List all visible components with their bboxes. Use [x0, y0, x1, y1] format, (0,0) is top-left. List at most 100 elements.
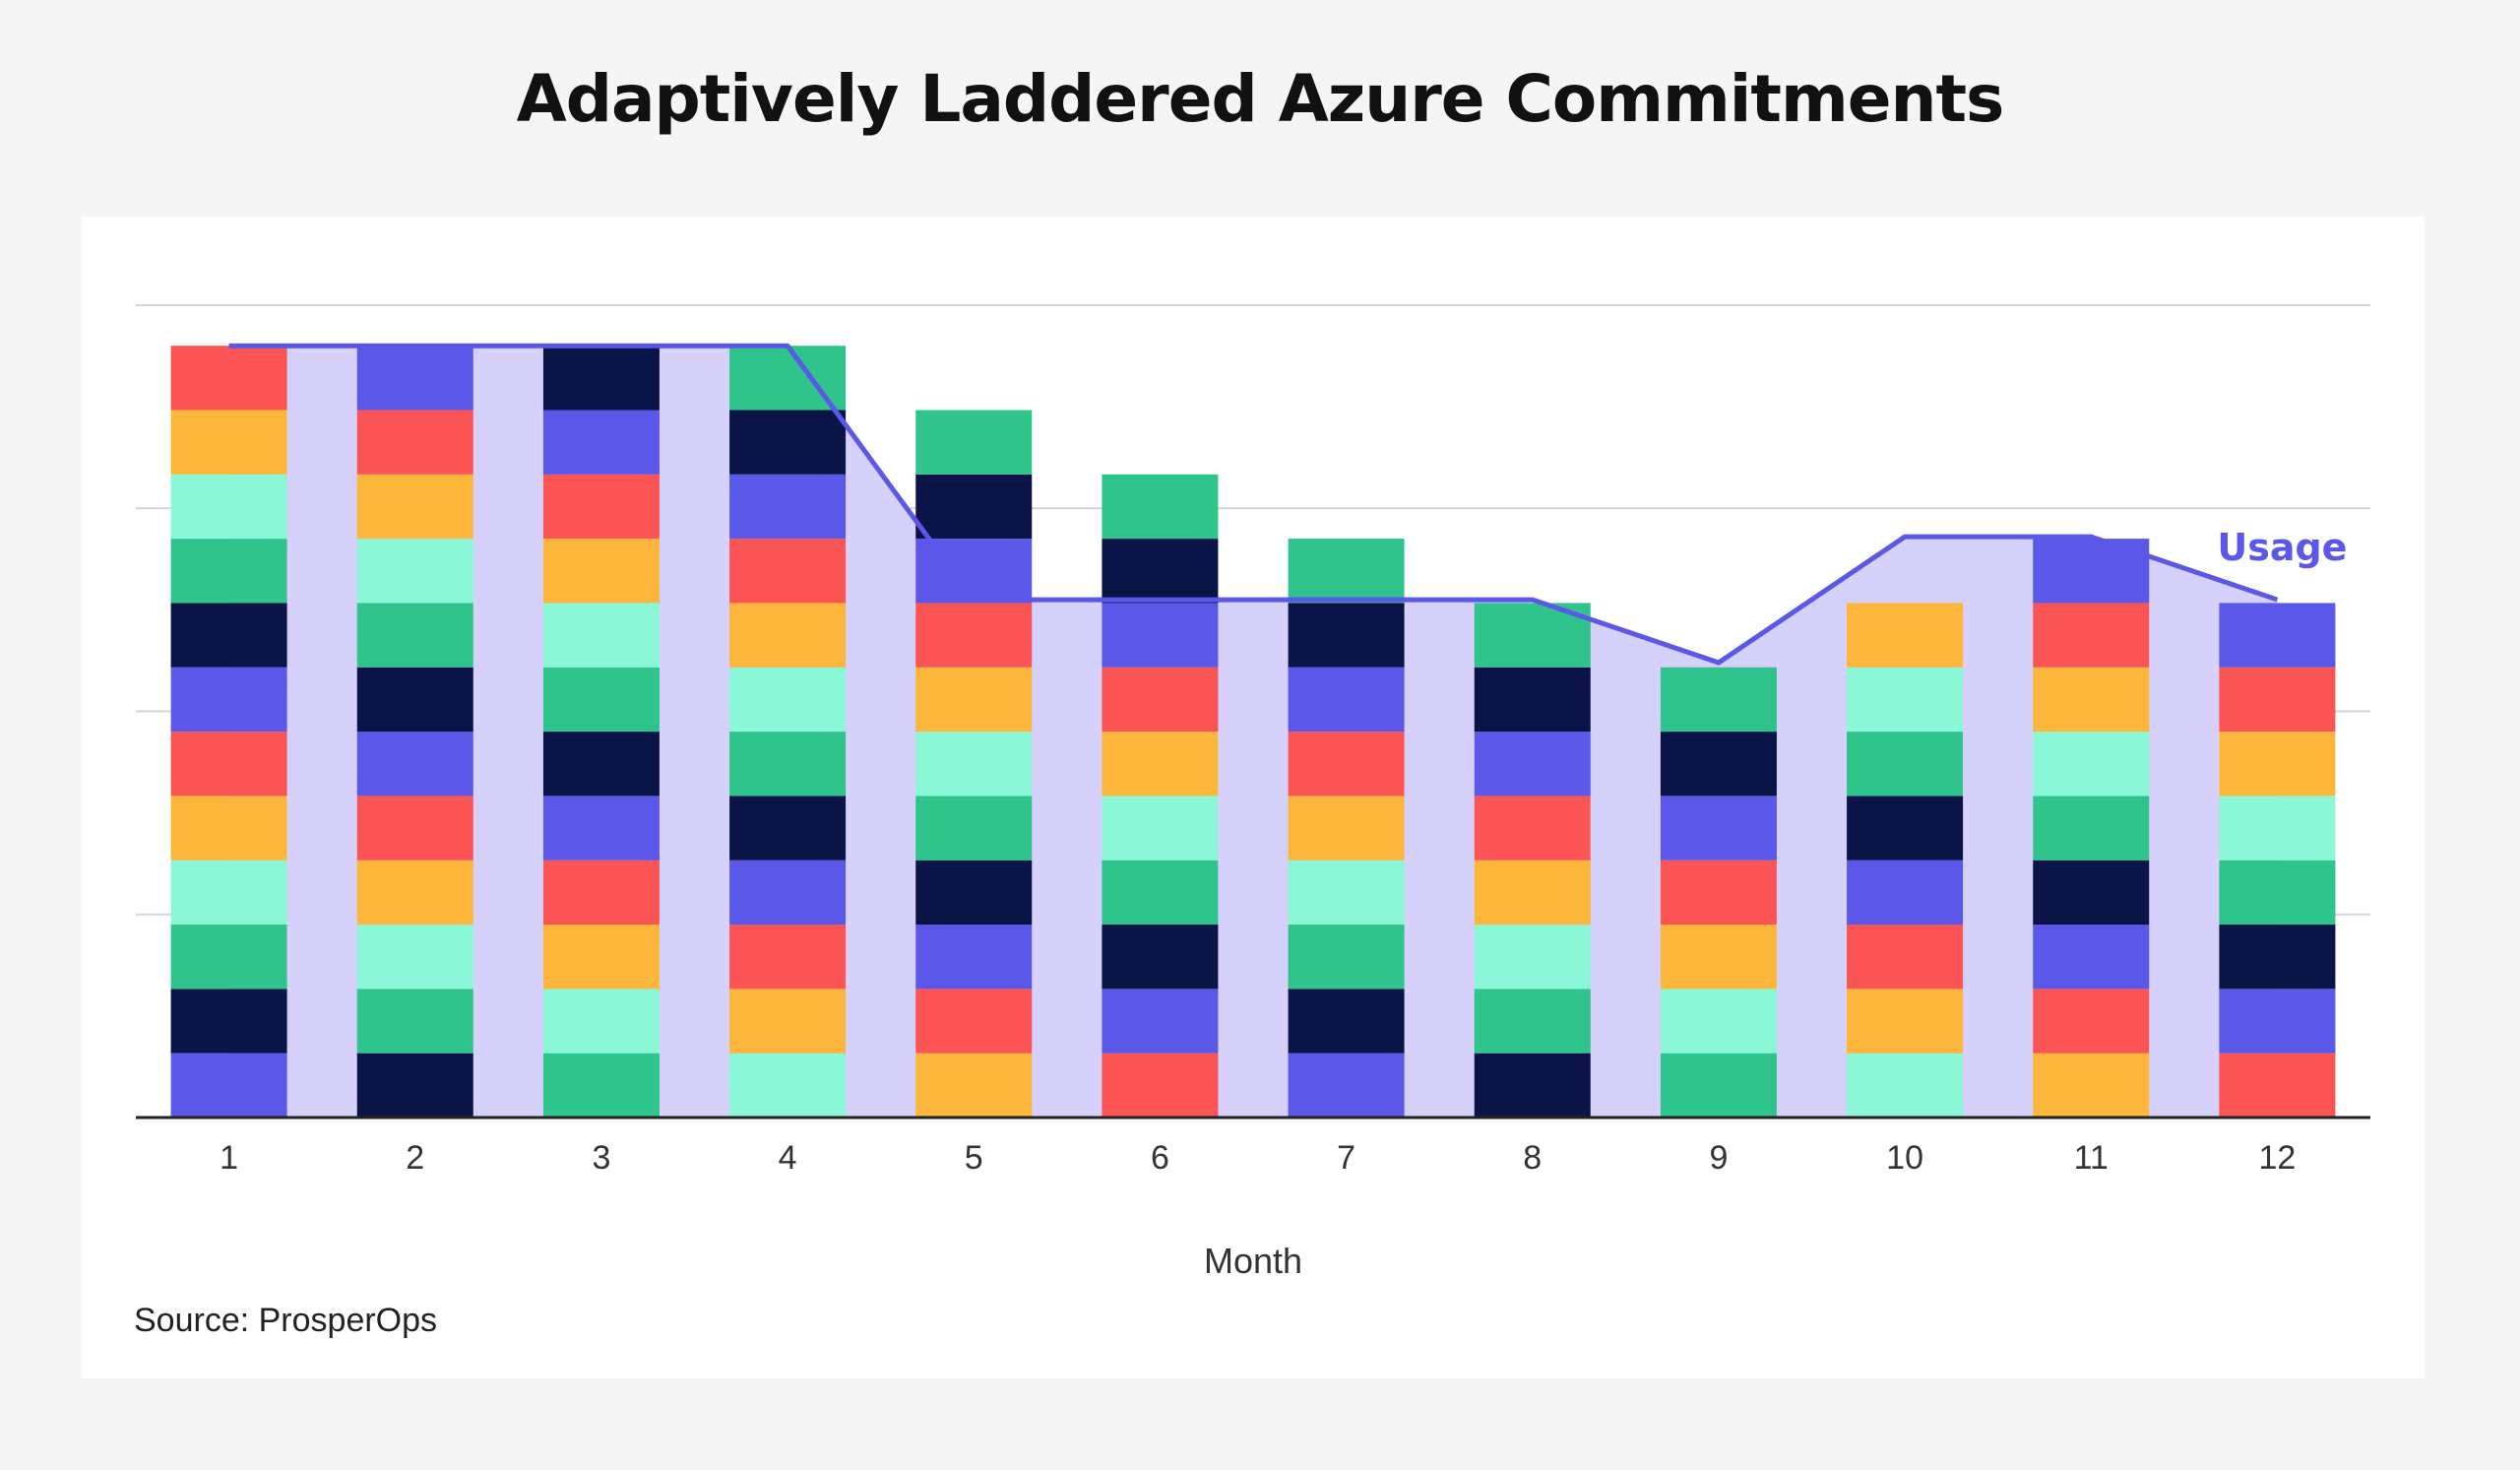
bar-segment: [170, 796, 287, 861]
bar-segment: [356, 1053, 473, 1118]
bar-segment: [2219, 796, 2336, 861]
x-tick-label: 5: [965, 1139, 983, 1177]
bar-segment: [915, 989, 1033, 1054]
x-tick-label: 11: [2074, 1139, 2109, 1177]
bar-segment: [729, 989, 847, 1054]
bar-segment: [356, 796, 473, 861]
bar-segment: [542, 925, 660, 990]
bar-segment: [1288, 732, 1405, 797]
bar-segment: [1102, 1053, 1219, 1118]
source-note: Source: ProsperOps: [134, 1302, 438, 1339]
bar-segment: [915, 732, 1033, 797]
bar-segment: [1660, 860, 1777, 926]
usage-line: [228, 343, 2279, 666]
bar-segment: [2033, 989, 2150, 1054]
bar-segment: [356, 346, 473, 411]
bar-segment: [1288, 603, 1405, 668]
bar-segment: [170, 667, 287, 733]
bar-segment: [1660, 989, 1777, 1054]
usage-series-label: Usage: [2217, 526, 2347, 569]
bar-segment: [542, 667, 660, 733]
bar-segment: [1288, 1053, 1405, 1118]
bar-segment: [2033, 925, 2150, 990]
bar-segment: [1102, 667, 1219, 733]
bar-segment: [542, 989, 660, 1054]
bar-segment: [915, 796, 1033, 861]
bar-segment: [1102, 925, 1219, 990]
bar-segment: [915, 603, 1033, 668]
bar-segment: [729, 860, 847, 926]
bar-segment: [1102, 989, 1219, 1054]
bar-segment: [1288, 860, 1405, 926]
bar-segment: [729, 796, 847, 861]
bar-segment: [1660, 732, 1777, 797]
bar-segment: [356, 474, 473, 540]
bar-segment: [729, 539, 847, 604]
x-tick-label: 9: [1709, 1139, 1728, 1177]
bar-segment: [729, 1053, 847, 1118]
bar-segment: [1288, 667, 1405, 733]
bar-segment: [170, 346, 287, 411]
bar-segment: [356, 667, 473, 733]
bar-segment: [170, 474, 287, 540]
bar-segment: [356, 989, 473, 1054]
bar-segment: [915, 667, 1033, 733]
bar-segment: [1474, 667, 1591, 733]
bar-segment: [542, 1053, 660, 1118]
bar-segment: [1847, 732, 1964, 797]
x-tick-label: 7: [1337, 1139, 1355, 1177]
bar-segment: [356, 925, 473, 990]
bar-segment: [542, 410, 660, 475]
bar-segment: [170, 410, 287, 475]
bar-segment: [356, 539, 473, 604]
bar-segment: [2219, 667, 2336, 733]
bar-segment: [2033, 796, 2150, 861]
bar-segment: [1288, 796, 1405, 861]
bar-segment: [2219, 925, 2336, 990]
chart-card: 1 2 3 4 5 6 7 8 9 10 11 12 Month Usage Source: Prospe…: [82, 217, 2425, 1378]
bar-segment: [2219, 603, 2336, 668]
bar-segment: [1102, 539, 1219, 604]
x-tick-label: 6: [1151, 1139, 1169, 1177]
bar-segment: [542, 474, 660, 540]
bar-segment: [729, 603, 847, 668]
x-tick-label: 10: [1886, 1139, 1923, 1177]
bar-segment: [1102, 732, 1219, 797]
x-tick-label: 2: [406, 1139, 424, 1177]
bar-segment: [1102, 796, 1219, 861]
x-tick-label: 1: [220, 1139, 238, 1177]
bar-segment: [729, 474, 847, 540]
bar-segment: [356, 860, 473, 926]
bar-segment: [1102, 603, 1219, 668]
bar-segment: [1847, 796, 1964, 861]
bar-segment: [2033, 603, 2150, 668]
bar-segment: [1474, 860, 1591, 926]
bar-segment: [2033, 1053, 2150, 1118]
bar-segment: [1288, 539, 1405, 604]
bar-segment: [542, 539, 660, 604]
bar-segment: [1847, 925, 1964, 990]
x-tick-label: 12: [2259, 1139, 2297, 1177]
bar-segment: [542, 603, 660, 668]
bar-segment: [1660, 667, 1777, 733]
bar-segment: [1660, 925, 1777, 990]
bar-segment: [170, 989, 287, 1054]
bar-segment: [1102, 474, 1219, 540]
x-tick-label: 3: [592, 1139, 610, 1177]
bar-segment: [1847, 860, 1964, 926]
usage-area: [228, 346, 2278, 1118]
bar-segment: [915, 925, 1033, 990]
bar-segment: [1474, 1053, 1591, 1118]
bar-segment: [1288, 989, 1405, 1054]
bar-segment: [2219, 860, 2336, 926]
bar-segment: [170, 925, 287, 990]
bar-segment: [170, 539, 287, 604]
bar-segment: [542, 732, 660, 797]
x-axis-title: Month: [1204, 1241, 1302, 1281]
bar-segment: [542, 346, 660, 411]
bar-segment: [915, 474, 1033, 540]
bar-segment: [915, 1053, 1033, 1118]
bar-segment: [1102, 860, 1219, 926]
bar-segment: [170, 860, 287, 926]
